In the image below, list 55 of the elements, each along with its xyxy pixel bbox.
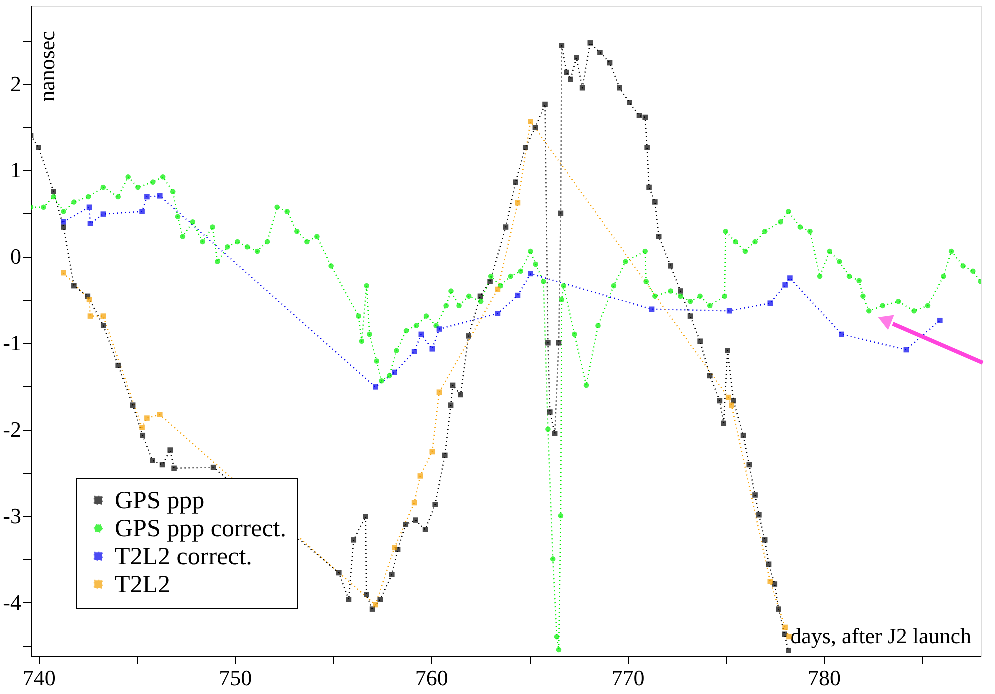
point — [430, 346, 436, 352]
point — [412, 349, 418, 354]
y-tick-label: 1 — [10, 158, 22, 183]
y-tick-label: 0 — [10, 244, 22, 270]
point — [495, 311, 501, 316]
point — [61, 219, 66, 225]
point — [88, 221, 94, 226]
y-tick-label: -1 — [3, 330, 22, 356]
legend-label: GPS ppp — [115, 488, 205, 514]
legend-label: T2L2 correct. — [115, 544, 252, 570]
point — [649, 306, 655, 312]
legend-label: T2L2 — [115, 572, 171, 598]
point — [768, 579, 774, 584]
point — [726, 308, 732, 314]
point — [430, 449, 436, 455]
point — [782, 624, 788, 630]
point — [938, 318, 943, 324]
point — [158, 194, 163, 199]
point — [100, 212, 106, 217]
y-tick-label: -2 — [3, 417, 22, 442]
y-tick-label: -4 — [3, 590, 22, 615]
y-axis-title: nanosec — [34, 30, 60, 102]
point — [140, 209, 145, 214]
point — [61, 270, 66, 276]
point — [436, 326, 442, 332]
point — [86, 297, 92, 303]
point — [418, 474, 424, 479]
y-tick-label: -3 — [3, 503, 22, 528]
point — [373, 384, 378, 390]
x-axis-title: days, after J2 launch — [790, 624, 972, 648]
legend-label: GPS ppp correct. — [115, 516, 286, 542]
point — [392, 370, 398, 376]
point — [100, 314, 106, 319]
x-tick-label: 760 — [415, 666, 448, 690]
point — [788, 276, 793, 281]
y-tick-label: 2 — [10, 71, 22, 96]
x-tick-label: 740 — [22, 666, 56, 690]
point — [528, 119, 534, 124]
x-tick-label: 750 — [219, 666, 252, 690]
point — [158, 412, 163, 418]
x-tick-label: 780 — [808, 666, 841, 690]
point — [140, 425, 145, 430]
point — [144, 416, 150, 421]
point — [392, 545, 398, 551]
point — [768, 300, 774, 306]
point — [88, 314, 94, 319]
point — [436, 390, 442, 396]
point — [786, 634, 792, 640]
point — [782, 282, 788, 288]
point — [729, 402, 734, 408]
x-tick-label: 770 — [612, 666, 645, 690]
point — [373, 602, 378, 608]
point — [528, 271, 534, 277]
point — [144, 194, 150, 200]
point — [839, 332, 844, 338]
